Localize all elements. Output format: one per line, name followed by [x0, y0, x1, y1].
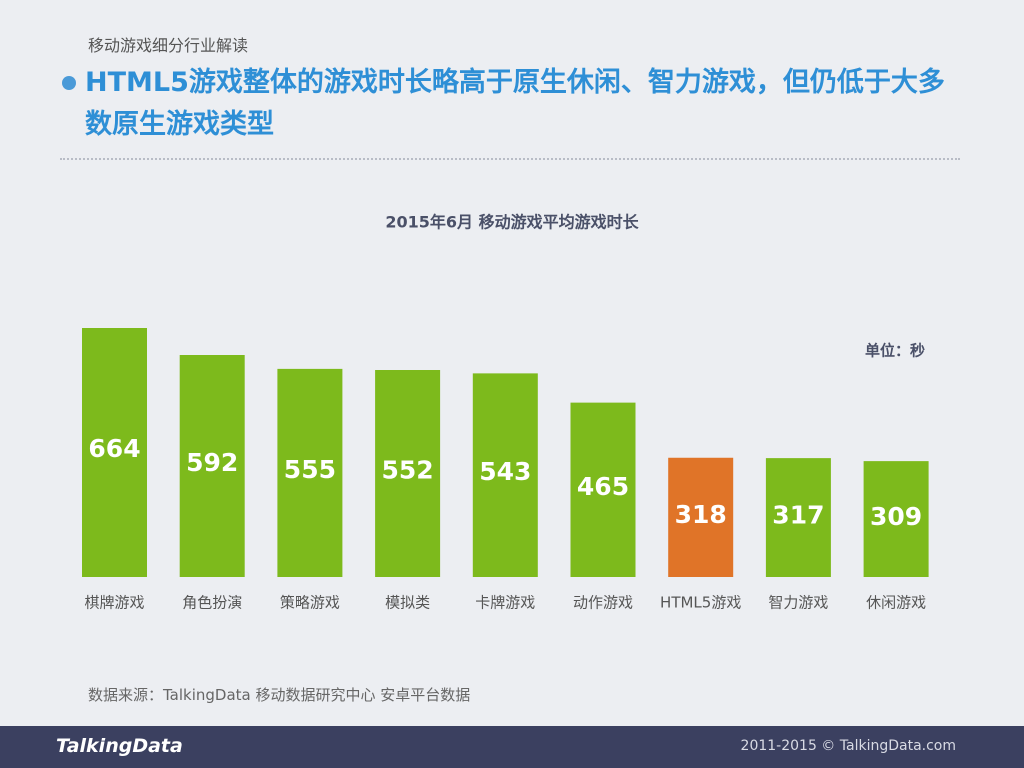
bar — [570, 402, 636, 577]
bar — [375, 370, 441, 577]
x-tick-label: 策略游戏 — [280, 594, 340, 612]
value-label: 543 — [479, 457, 531, 486]
source-note: 数据来源：TalkingData 移动数据研究中心 安卓平台数据 — [88, 686, 471, 704]
value-label: 309 — [870, 502, 922, 531]
x-tick-label: 智力游戏 — [768, 594, 828, 612]
value-label: 555 — [284, 455, 336, 484]
value-label: 318 — [675, 500, 727, 529]
divider — [60, 158, 960, 160]
unit-label: 单位：秒 — [865, 342, 925, 360]
value-label: 592 — [186, 448, 238, 477]
x-tick-label: 角色扮演 — [182, 594, 242, 612]
bar — [179, 355, 245, 577]
x-tick-label: 卡牌游戏 — [475, 594, 535, 612]
bar — [277, 368, 343, 577]
x-tick-label: 棋牌游戏 — [84, 594, 144, 612]
chart: 2015年6月 移动游戏平均游戏时长 单位：秒 664 棋牌游戏 592 角色扮演 55… — [82, 213, 929, 612]
footer-bar — [0, 726, 1024, 768]
bar — [472, 373, 538, 577]
bar — [82, 328, 147, 577]
value-label: 317 — [772, 500, 824, 529]
section-title: 移动游戏细分行业解读 — [88, 36, 249, 55]
x-tick-label: 休闲游戏 — [866, 594, 926, 612]
copyright: 2011-2015 © TalkingData.com — [740, 738, 956, 754]
headline: HTML5游戏整体的游戏时长略高于原生休闲、智力游戏，但仍低于大多数原生游戏类型 — [85, 67, 945, 140]
value-label: 664 — [88, 434, 140, 463]
chart-title: 2015年6月 移动游戏平均游戏时长 — [385, 213, 639, 232]
bullet — [62, 76, 76, 90]
bar — [668, 457, 734, 577]
value-label: 552 — [382, 455, 434, 484]
x-tick-label: 动作游戏 — [573, 594, 633, 612]
logo: TalkingData — [56, 735, 183, 757]
bar — [765, 458, 831, 577]
bar — [863, 461, 929, 577]
value-label: 465 — [577, 472, 629, 501]
x-tick-label: HTML5游戏 — [660, 594, 741, 612]
x-tick-label: 模拟类 — [385, 594, 430, 612]
